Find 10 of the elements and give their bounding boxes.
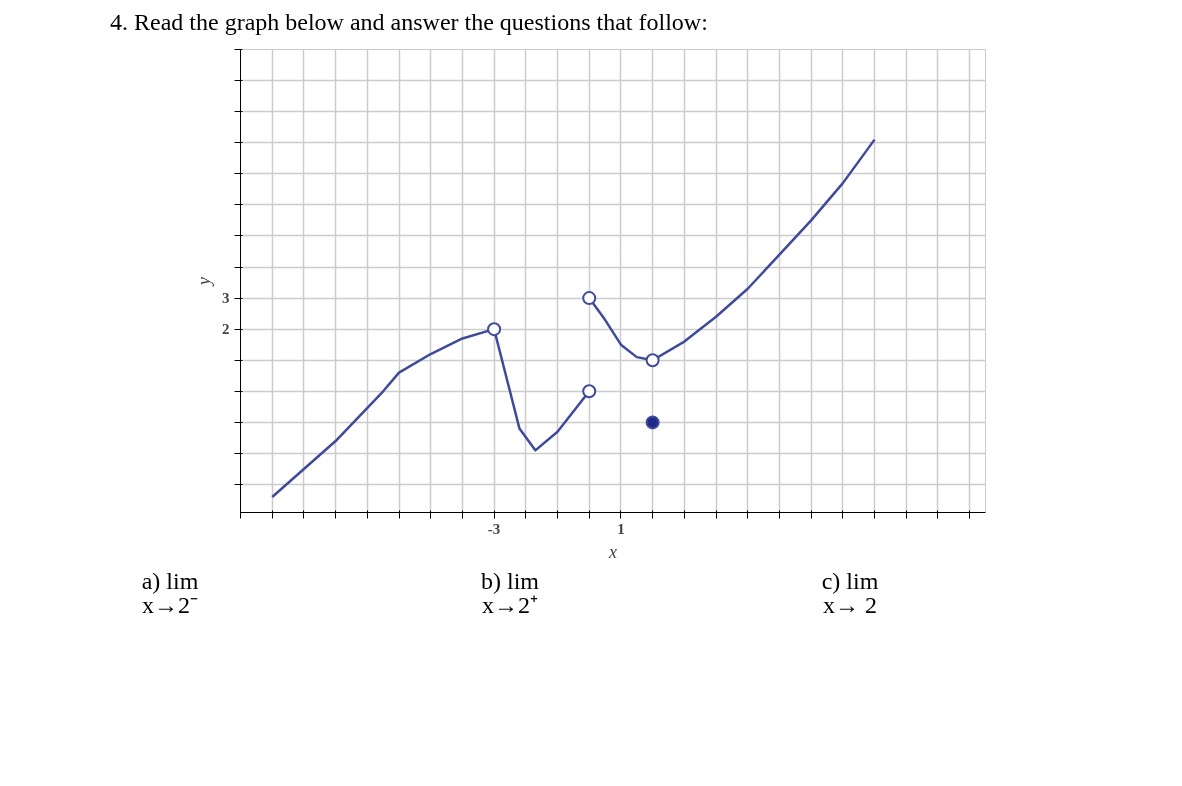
text: c) lim x→ 2 [821, 568, 879, 619]
x-tick-label: -3 [487, 520, 501, 537]
y-tick-label: 2 [222, 321, 230, 338]
x-axis-title: x [608, 541, 618, 562]
text: b) lim x→2⁺ [481, 568, 539, 619]
text: a) lim x→2⁻ [141, 568, 199, 619]
y-axis-title: y [194, 277, 214, 288]
x-tick-label: 1 [617, 520, 625, 537]
chart-title: 4. Read the graph below and answer the questions that follow: [110, 8, 708, 37]
y-tick-label: 3 [222, 290, 230, 307]
